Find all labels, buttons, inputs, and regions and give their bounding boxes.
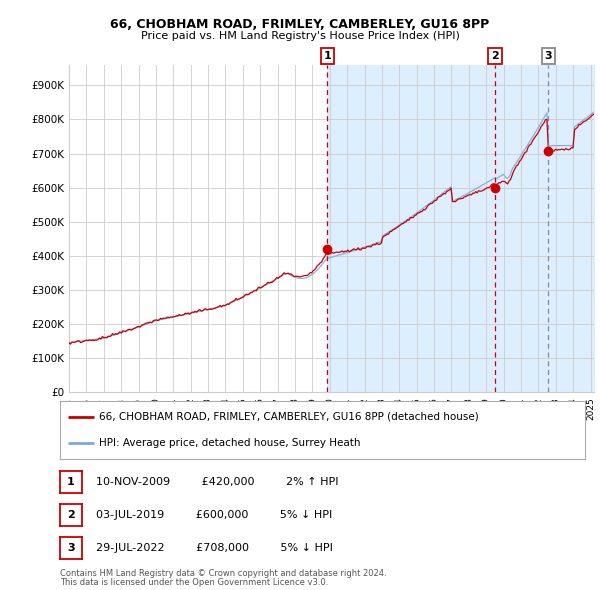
Text: Contains HM Land Registry data © Crown copyright and database right 2024.: Contains HM Land Registry data © Crown c… — [60, 569, 386, 578]
Text: 1: 1 — [67, 477, 75, 487]
Text: 66, CHOBHAM ROAD, FRIMLEY, CAMBERLEY, GU16 8PP: 66, CHOBHAM ROAD, FRIMLEY, CAMBERLEY, GU… — [110, 18, 490, 31]
Text: This data is licensed under the Open Government Licence v3.0.: This data is licensed under the Open Gov… — [60, 578, 328, 586]
Text: 29-JUL-2022         £708,000         5% ↓ HPI: 29-JUL-2022 £708,000 5% ↓ HPI — [96, 543, 333, 553]
Text: 66, CHOBHAM ROAD, FRIMLEY, CAMBERLEY, GU16 8PP (detached house): 66, CHOBHAM ROAD, FRIMLEY, CAMBERLEY, GU… — [100, 412, 479, 422]
Text: 1: 1 — [323, 51, 331, 61]
Text: 03-JUL-2019         £600,000         5% ↓ HPI: 03-JUL-2019 £600,000 5% ↓ HPI — [96, 510, 332, 520]
Text: 2: 2 — [67, 510, 75, 520]
Text: 10-NOV-2009         £420,000         2% ↑ HPI: 10-NOV-2009 £420,000 2% ↑ HPI — [96, 477, 338, 487]
Text: 2: 2 — [491, 51, 499, 61]
Text: Price paid vs. HM Land Registry's House Price Index (HPI): Price paid vs. HM Land Registry's House … — [140, 31, 460, 41]
Text: 3: 3 — [67, 543, 75, 553]
Text: 3: 3 — [544, 51, 552, 61]
Text: HPI: Average price, detached house, Surrey Heath: HPI: Average price, detached house, Surr… — [100, 438, 361, 448]
